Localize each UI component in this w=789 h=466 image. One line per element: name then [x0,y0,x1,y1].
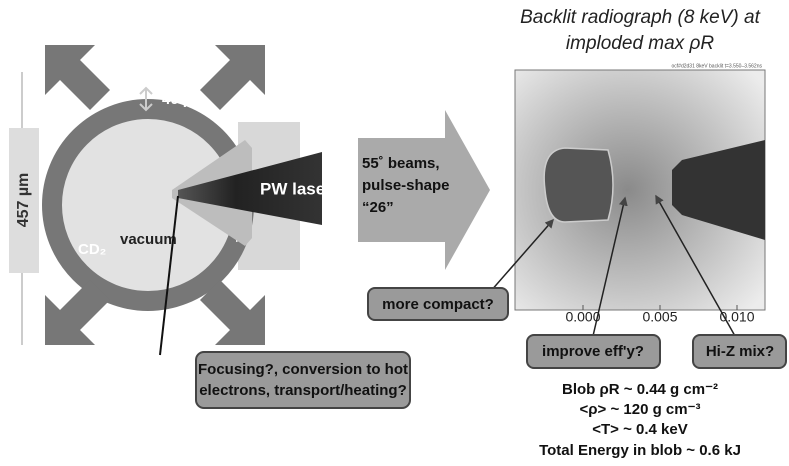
callout-box [692,334,787,369]
callout-box [526,334,661,369]
title-line: Backlit radiograph (8 keV) at [520,7,760,28]
question-line: Focusing?, conversion to hot [198,361,408,378]
laser [178,152,322,225]
drive-arrows [45,45,265,345]
x-tick-label: 0.005 [642,309,677,325]
vacuum-label: vacuum [120,231,177,248]
question-pointer [159,195,179,356]
x-ticks [582,305,738,310]
result-line: <ρ> ~ 120 g cm⁻³ [579,401,700,418]
callout: improve eff'y? [542,343,644,360]
radiograph-cone [672,140,765,240]
thickness-label: 40 µm [162,91,205,108]
target: 457 µm PW laser 40 µm CD₂ vacuum Focusin… [9,45,411,409]
question-line: electrons, transport/heating? [199,382,407,399]
laser-label: PW laser [260,179,332,198]
diameter-box [9,128,39,273]
pointer [655,194,736,337]
question-box [195,351,411,409]
pointer [592,196,628,337]
pointer [489,218,554,293]
drive-line: 55˚ beams, [362,155,440,172]
result-line: Blob ρR ~ 0.44 g cm⁻² [562,381,718,398]
callout: Hi-Z mix? [706,343,774,360]
x-tick-label: 0.010 [719,309,754,325]
blob [543,147,614,223]
x-tick-label: 0.000 [565,309,600,325]
title-line: imploded max ρR [566,33,714,54]
thickness-arrow [139,86,153,112]
drive-line: pulse-shape [362,177,450,194]
drive-line: “26” [362,199,394,216]
callout: more compact? [382,296,494,313]
result-line: <T> ~ 0.4 keV [592,421,688,438]
callout-box [367,287,509,321]
caption: ocf#d2d31 8keV backlit t=3.550–3.562ns [672,63,763,69]
drive-arrow [358,110,490,270]
result-line: Total Energy in blob ~ 0.6 kJ [539,442,741,459]
diameter-label: 457 µm [15,173,32,228]
material-label: CD₂ [78,241,106,258]
